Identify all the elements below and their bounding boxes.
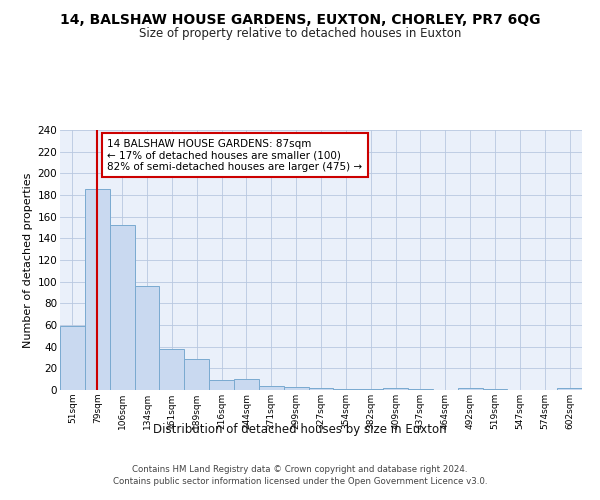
Bar <box>134 286 160 390</box>
Text: 14 BALSHAW HOUSE GARDENS: 87sqm
← 17% of detached houses are smaller (100)
82% o: 14 BALSHAW HOUSE GARDENS: 87sqm ← 17% of… <box>107 138 362 172</box>
Bar <box>85 188 110 390</box>
Bar <box>408 389 433 390</box>
Bar <box>334 389 358 390</box>
Text: Size of property relative to detached houses in Euxton: Size of property relative to detached ho… <box>139 28 461 40</box>
Text: Contains HM Land Registry data © Crown copyright and database right 2024.: Contains HM Land Registry data © Crown c… <box>132 465 468 474</box>
Bar <box>209 380 234 390</box>
Text: Distribution of detached houses by size in Euxton: Distribution of detached houses by size … <box>153 422 447 436</box>
Y-axis label: Number of detached properties: Number of detached properties <box>23 172 34 348</box>
Bar <box>110 226 134 390</box>
Bar <box>259 386 284 390</box>
Bar <box>358 389 383 390</box>
Bar <box>284 387 308 390</box>
Bar <box>60 326 85 390</box>
Bar <box>308 388 334 390</box>
Bar <box>482 389 508 390</box>
Bar <box>383 388 408 390</box>
Bar <box>160 349 184 390</box>
Bar <box>184 358 209 390</box>
Bar <box>458 388 482 390</box>
Bar <box>234 379 259 390</box>
Bar <box>557 388 582 390</box>
Text: Contains public sector information licensed under the Open Government Licence v3: Contains public sector information licen… <box>113 478 487 486</box>
Text: 14, BALSHAW HOUSE GARDENS, EUXTON, CHORLEY, PR7 6QG: 14, BALSHAW HOUSE GARDENS, EUXTON, CHORL… <box>60 12 540 26</box>
